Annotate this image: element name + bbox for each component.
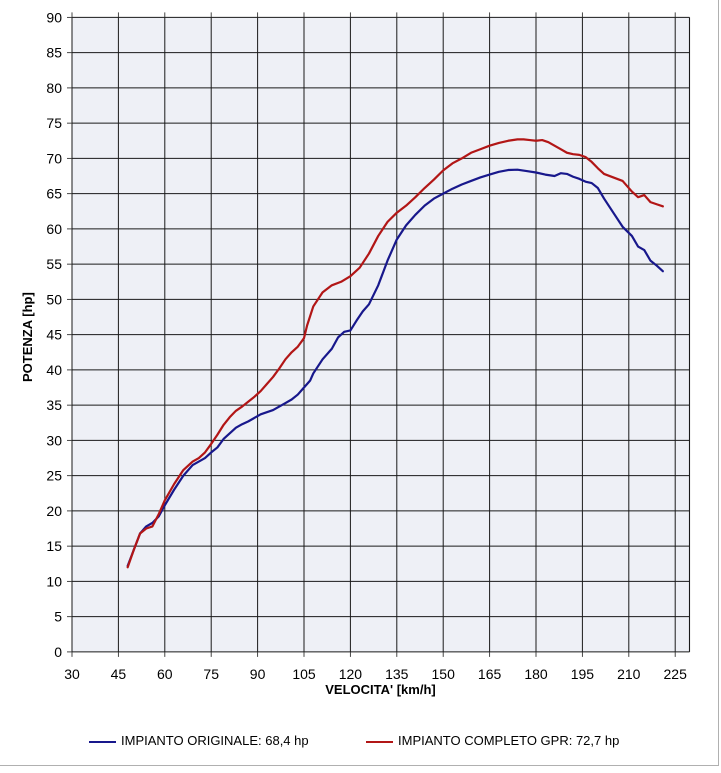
svg-text:105: 105 — [292, 666, 316, 682]
svg-text:0: 0 — [54, 644, 62, 660]
svg-text:15: 15 — [46, 538, 62, 554]
svg-text:40: 40 — [46, 362, 62, 378]
svg-text:75: 75 — [203, 666, 219, 682]
svg-text:5: 5 — [54, 609, 62, 625]
svg-text:30: 30 — [64, 666, 80, 682]
svg-text:90: 90 — [46, 9, 62, 25]
svg-text:55: 55 — [46, 256, 62, 272]
svg-text:75: 75 — [46, 115, 62, 131]
svg-text:70: 70 — [46, 150, 62, 166]
svg-text:45: 45 — [46, 327, 62, 343]
svg-text:10: 10 — [46, 573, 62, 589]
svg-text:90: 90 — [250, 666, 266, 682]
svg-text:60: 60 — [46, 221, 62, 237]
svg-text:25: 25 — [46, 468, 62, 484]
svg-text:210: 210 — [617, 666, 641, 682]
svg-text:60: 60 — [157, 666, 173, 682]
svg-text:65: 65 — [46, 186, 62, 202]
svg-text:20: 20 — [46, 503, 62, 519]
svg-text:80: 80 — [46, 80, 62, 96]
svg-text:135: 135 — [385, 666, 409, 682]
svg-text:35: 35 — [46, 397, 62, 413]
svg-text:50: 50 — [46, 291, 62, 307]
svg-text:225: 225 — [664, 666, 688, 682]
svg-text:85: 85 — [46, 45, 62, 61]
svg-text:45: 45 — [111, 666, 127, 682]
svg-text:165: 165 — [478, 666, 502, 682]
svg-text:195: 195 — [571, 666, 595, 682]
svg-text:120: 120 — [339, 666, 363, 682]
svg-text:180: 180 — [524, 666, 548, 682]
svg-text:30: 30 — [46, 432, 62, 448]
svg-text:150: 150 — [432, 666, 456, 682]
